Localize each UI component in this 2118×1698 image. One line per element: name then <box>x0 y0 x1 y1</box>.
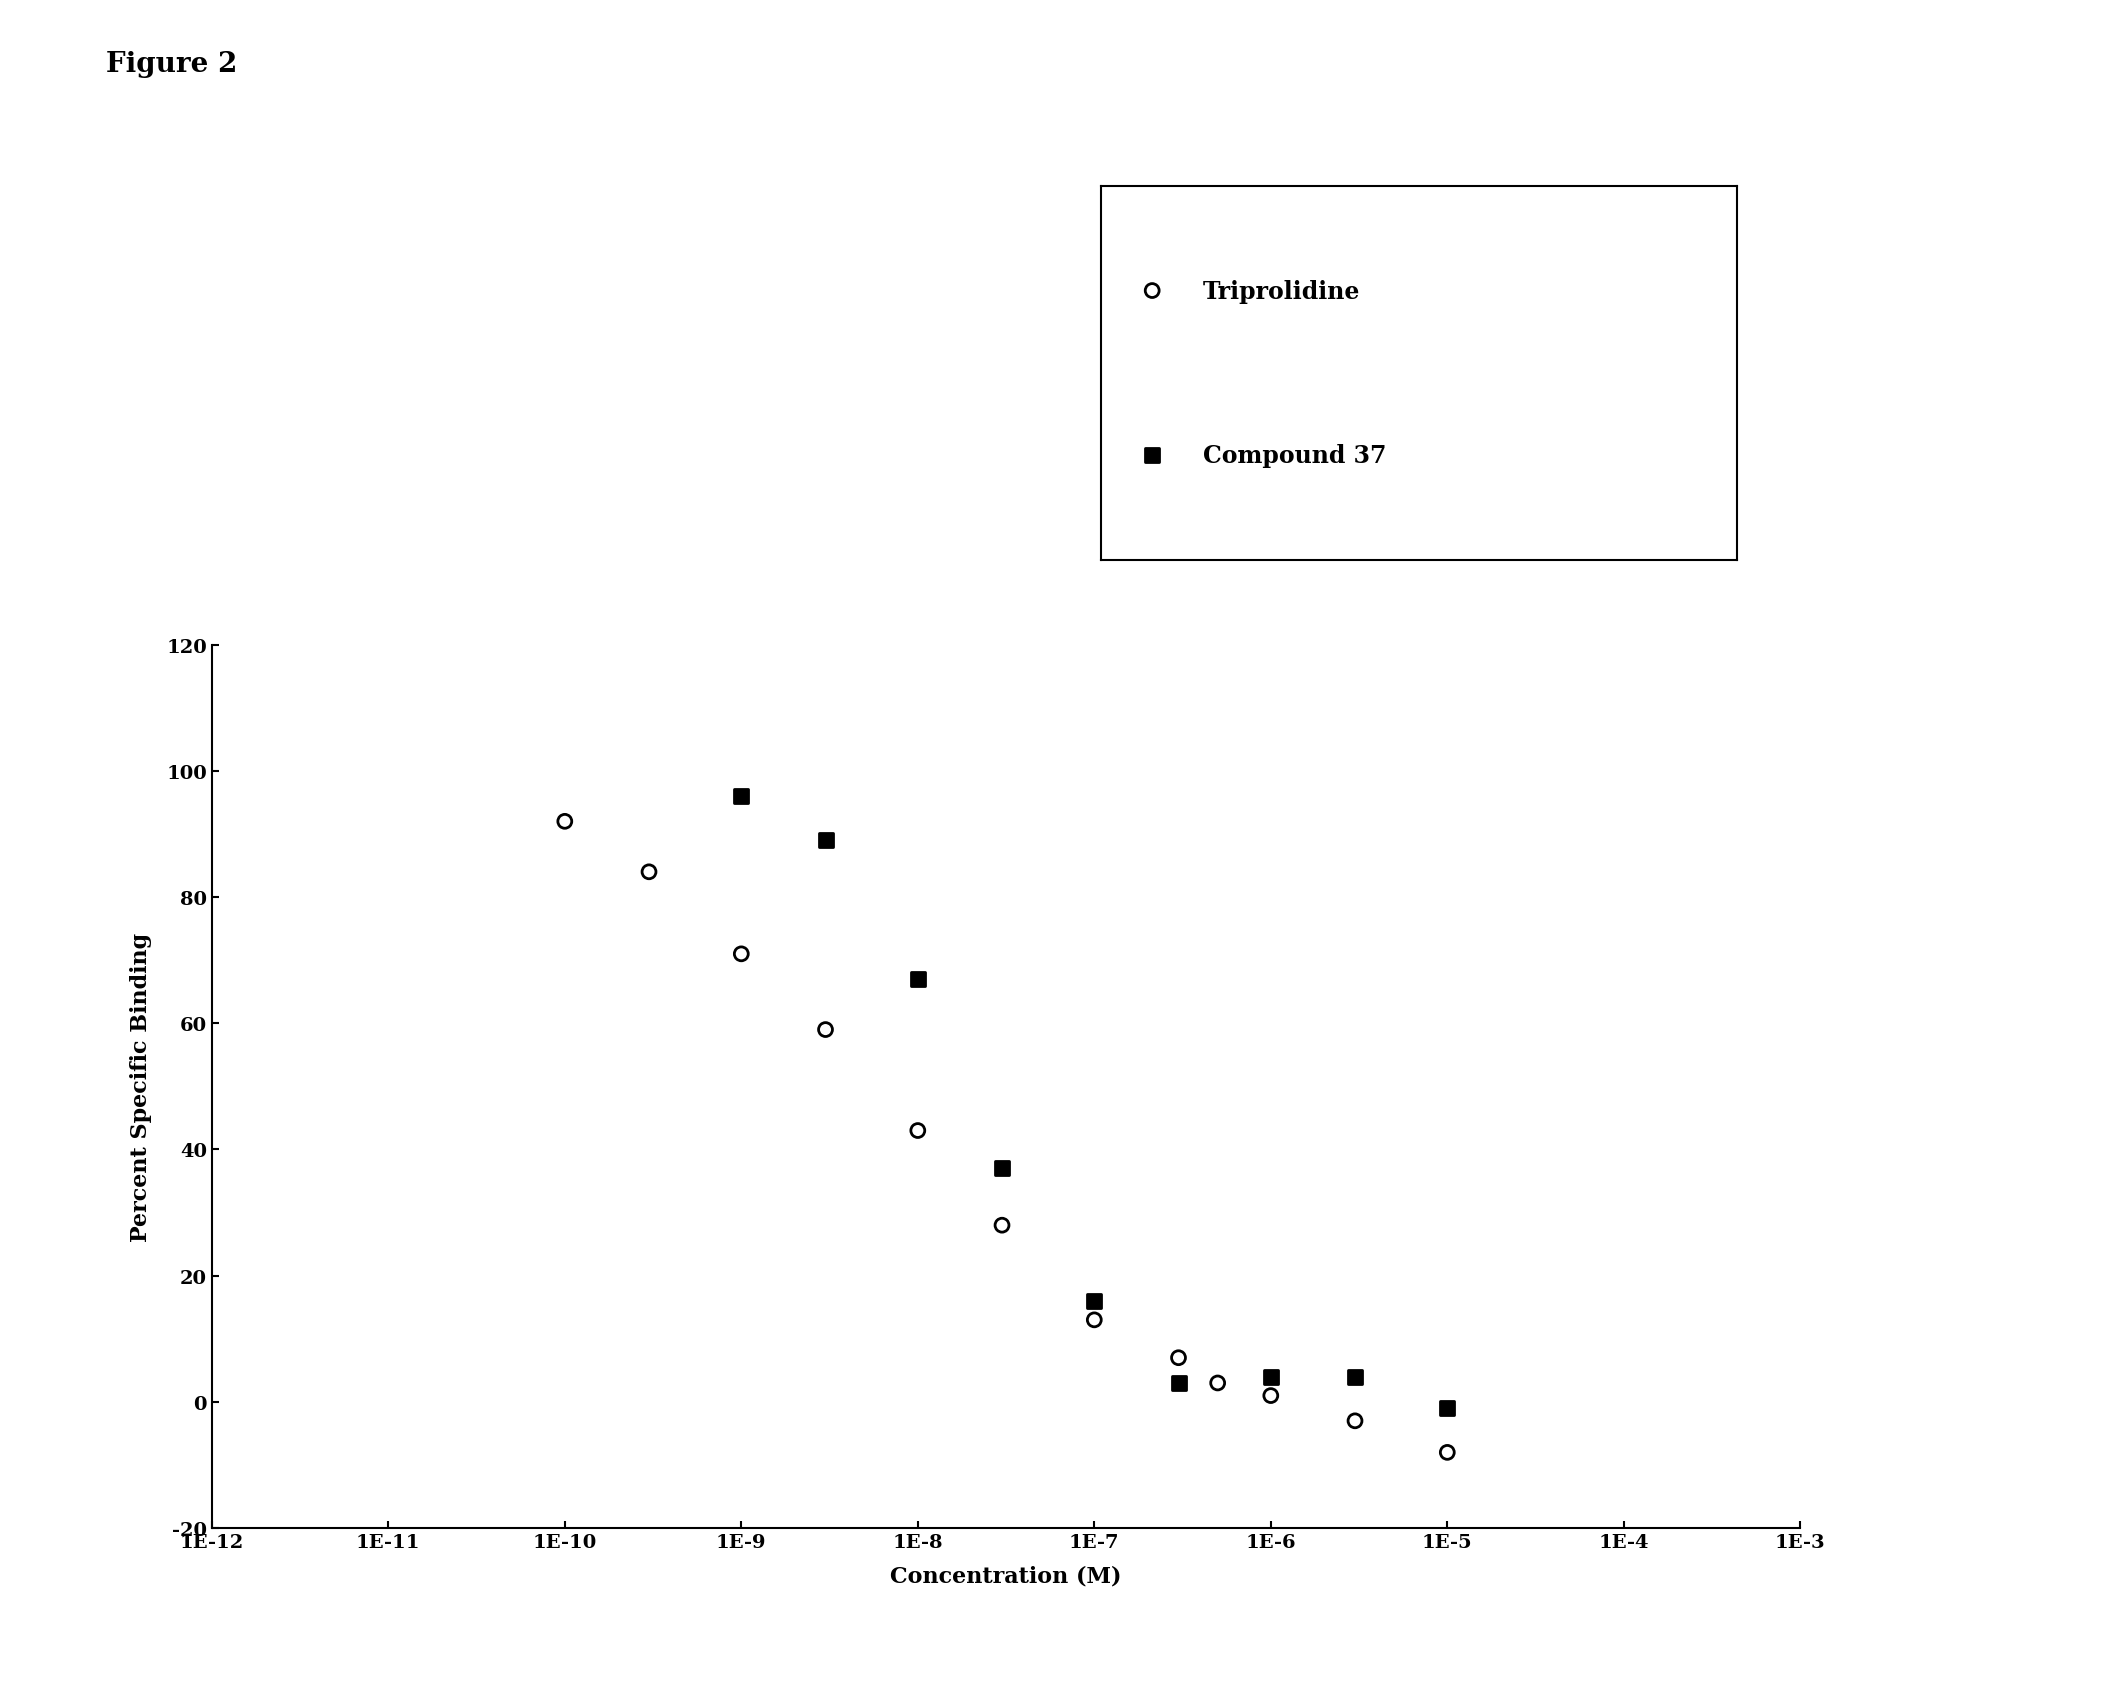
Compound 37 <box>1430 1394 1464 1421</box>
Text: Compound 37: Compound 37 <box>1203 443 1387 467</box>
Compound 37 <box>1161 1370 1195 1397</box>
Compound 37 <box>900 966 934 993</box>
Triprolidine <box>1254 1382 1288 1409</box>
Triprolidine <box>631 859 665 886</box>
Triprolidine <box>985 1212 1019 1240</box>
Triprolidine <box>1201 1370 1235 1397</box>
Triprolidine <box>724 941 758 968</box>
Compound 37 <box>985 1155 1019 1182</box>
Text: Figure 2: Figure 2 <box>106 51 237 78</box>
Triprolidine <box>900 1117 934 1144</box>
Compound 37 <box>724 783 758 810</box>
Compound 37 <box>809 827 843 854</box>
Triprolidine <box>549 808 582 835</box>
X-axis label: Concentration (M): Concentration (M) <box>890 1566 1123 1588</box>
Y-axis label: Percent Specific Binding: Percent Specific Binding <box>131 932 152 1241</box>
Compound 37 <box>1254 1363 1288 1391</box>
Triprolidine <box>1339 1408 1372 1435</box>
Triprolidine <box>1430 1438 1464 1465</box>
Triprolidine <box>1161 1345 1195 1372</box>
Compound 37 <box>1339 1363 1372 1391</box>
Text: Triprolidine: Triprolidine <box>1203 280 1360 304</box>
Compound 37 <box>1078 1287 1112 1314</box>
Triprolidine <box>809 1017 843 1044</box>
Triprolidine <box>1078 1306 1112 1333</box>
